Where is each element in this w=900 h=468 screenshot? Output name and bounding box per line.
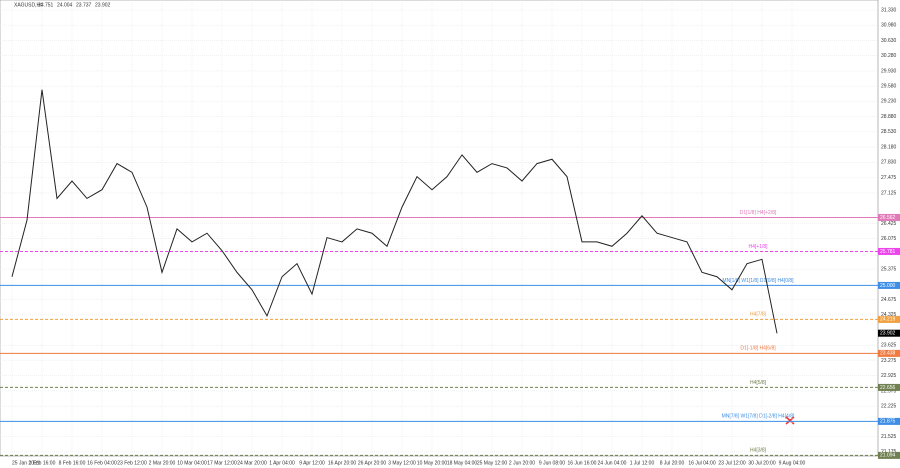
- level-price: 21.094: [880, 453, 896, 459]
- y-tick-label: 26.075: [881, 236, 897, 242]
- x-tick-label: 1 Feb 16:00: [29, 460, 56, 466]
- y-tick-label: 28.880: [881, 114, 897, 120]
- cross-marker: [785, 416, 795, 425]
- level-price-box: [878, 417, 900, 425]
- x-tick-label: 10 May 20:00: [417, 460, 448, 466]
- x-tick-label: 24 Mar 20:00: [237, 460, 267, 466]
- x-tick-label: 30 Jul 20:00: [748, 460, 775, 466]
- y-tick-label: 23.625: [881, 343, 897, 349]
- x-tick-label: 24 Jun 04:00: [598, 460, 627, 466]
- level-label: MN[1/8] W1[1/8] D1[0/8] H4[0/8]: [722, 278, 794, 284]
- ohlc-value: 23.902: [95, 2, 111, 8]
- current-price-box: [878, 329, 900, 337]
- x-tick-label: 9 Jun 08:00: [539, 460, 565, 466]
- level-price-box: [878, 451, 900, 459]
- x-tick-label: 25 May 12:00: [477, 460, 508, 466]
- y-tick-label: 22.575: [881, 388, 897, 394]
- y-tick-label: 23.275: [881, 358, 897, 364]
- x-tick-label: 2 Jun 20:00: [509, 460, 535, 466]
- x-tick-label: 9 Aug 04:00: [779, 460, 806, 466]
- level-price-box: [878, 383, 900, 391]
- x-tick-label: 10 Mar 04:00: [177, 460, 207, 466]
- x-tick-label: 16 Jul 04:00: [688, 460, 715, 466]
- level-price-box: [878, 213, 900, 221]
- level-label: D1[1/8] H4[+2/8]: [740, 210, 777, 216]
- chart-title: XAGUSD,H4: [14, 2, 43, 8]
- x-tick-label: 25 Jan 2021: [12, 460, 40, 466]
- y-tick-label: 22.225: [881, 404, 897, 410]
- current-price: 23.902: [880, 331, 896, 337]
- ohlc-value: 23.737: [76, 2, 92, 8]
- y-tick-label: 29.580: [881, 83, 897, 89]
- level-price: 25.000: [880, 283, 896, 289]
- level-price-box: [878, 281, 900, 289]
- y-tick-label: 22.925: [881, 373, 897, 379]
- level-label: H4[7/8]: [750, 312, 767, 318]
- y-tick-label: 26.425: [881, 221, 897, 227]
- level-label: H4[+1/8]: [748, 244, 768, 250]
- level-label: H4[5/8]: [750, 380, 767, 386]
- level-price-box: [878, 349, 900, 357]
- y-tick-label: 24.675: [881, 297, 897, 303]
- x-tick-label: 8 Jul 20:00: [660, 460, 685, 466]
- y-tick-label: 27.475: [881, 175, 897, 181]
- y-tick-label: 27.830: [881, 160, 897, 166]
- level-price: 26.562: [880, 215, 896, 221]
- y-tick-label: 24.325: [881, 312, 897, 318]
- ohlc-value: 23.751: [38, 2, 54, 8]
- y-tick-label: 28.530: [881, 129, 897, 135]
- x-tick-label: 26 Apr 20:00: [358, 460, 387, 466]
- level-label: MN[7/8] W1[7/8] D1[-2/8] H4[4/8]: [722, 414, 795, 420]
- level-price: 25.781: [880, 249, 896, 255]
- y-tick-label: 29.930: [881, 68, 897, 74]
- x-tick-label: 16 Feb 04:00: [87, 460, 117, 466]
- x-tick-label: 18 May 04:00: [447, 460, 478, 466]
- x-tick-label: 16 Jun 16:00: [568, 460, 597, 466]
- level-label: D1[-1/8] H4[6/8]: [740, 346, 776, 352]
- y-tick-label: 30.980: [881, 23, 897, 29]
- y-tick-label: 30.280: [881, 53, 897, 59]
- x-tick-label: 3 May 12:00: [388, 460, 416, 466]
- x-tick-label: 16 Apr 20:00: [328, 460, 357, 466]
- level-price: 23.438: [880, 351, 896, 357]
- level-price: 21.875: [880, 419, 896, 425]
- price-line: [11, 89, 778, 334]
- y-tick-label: 27.125: [881, 190, 897, 196]
- y-tick-label: 28.180: [881, 144, 897, 150]
- x-tick-label: 1 Jul 12:00: [630, 460, 655, 466]
- x-tick-label: 23 Jul 12:00: [718, 460, 745, 466]
- x-tick-label: 8 Feb 16:00: [59, 460, 86, 466]
- level-price-box: [878, 315, 900, 323]
- x-tick-label: 2 Mar 20:00: [149, 460, 176, 466]
- y-tick-label: 31.330: [881, 7, 897, 13]
- x-tick-label: 1 Apr 04:00: [269, 460, 295, 466]
- x-tick-label: 17 Mar 12:00: [207, 460, 237, 466]
- x-tick-label: 23 Feb 12:00: [117, 460, 147, 466]
- level-price-box: [878, 247, 900, 255]
- level-label: H4[3/8]: [750, 448, 767, 454]
- x-tick-label: 9 Apr 12:00: [299, 460, 325, 466]
- y-tick-label: 29.230: [881, 99, 897, 105]
- y-tick-label: 21.525: [881, 434, 897, 440]
- level-price: 24.219: [880, 317, 896, 323]
- ohlc-value: 24.004: [57, 2, 73, 8]
- y-tick-label: 25.375: [881, 266, 897, 272]
- level-price: 22.656: [880, 385, 896, 391]
- y-tick-label: 30.630: [881, 38, 897, 44]
- plot-frame: [0, 0, 879, 457]
